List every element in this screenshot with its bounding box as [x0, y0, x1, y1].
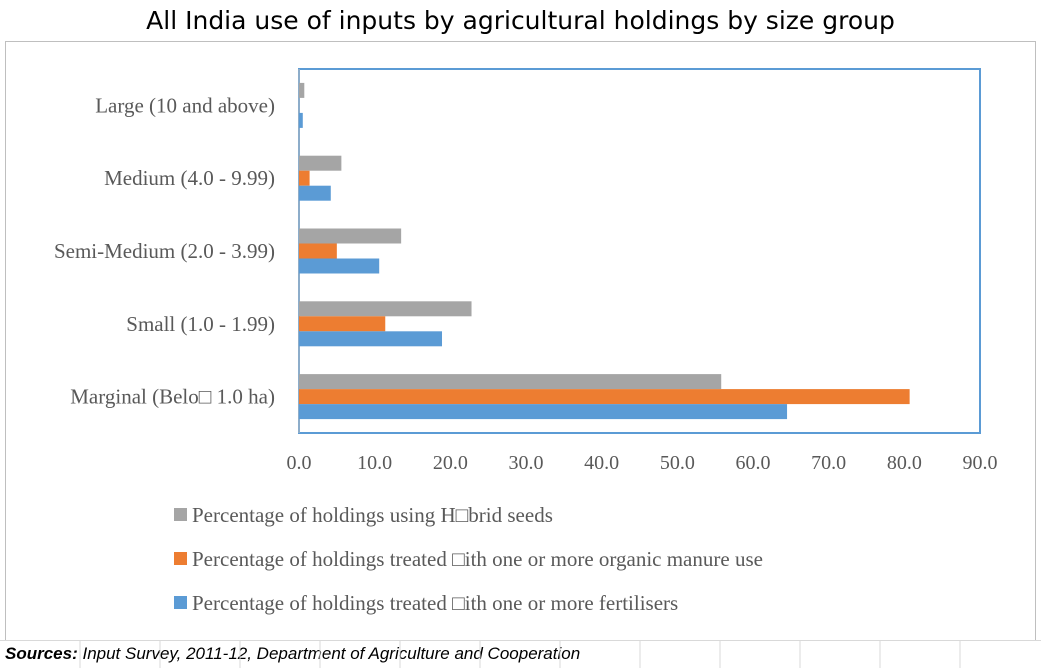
bar [299, 374, 722, 390]
bar [299, 228, 402, 244]
x-tick-label: 30.0 [509, 452, 544, 474]
x-tick-label: 80.0 [887, 452, 922, 474]
x-tick-label: 50.0 [660, 452, 695, 474]
legend-swatch [174, 508, 187, 521]
sources-label: Sources: [5, 644, 78, 663]
x-tick-label: 10.0 [357, 452, 392, 474]
x-tick-label: 90.0 [963, 452, 998, 474]
bar-chart: Large (10 and above) Medium (4.0 - 9.99) S… [54, 68, 998, 615]
bar [299, 404, 788, 420]
category-label: Marginal (Belo□ 1.0 ha) [70, 385, 275, 409]
bar [299, 258, 380, 274]
legend-swatch [174, 596, 187, 609]
x-tick-label: 70.0 [811, 452, 846, 474]
legend-swatch [174, 552, 187, 565]
bar [299, 389, 910, 405]
sources-gridlines [0, 640, 1041, 668]
category-label: Medium (4.0 - 9.99) [104, 166, 275, 190]
x-tick-label: 0.0 [287, 452, 312, 474]
legend-label: Percentage of holdings treated □ith one … [192, 547, 763, 571]
legend-label: Percentage of holdings treated □ith one … [192, 591, 678, 615]
chart-title: All India use of inputs by agricultural … [146, 6, 895, 35]
category-label: Small (1.0 - 1.99) [126, 312, 275, 336]
bar [299, 82, 305, 98]
x-tick-label: 20.0 [433, 452, 468, 474]
x-tick-label: 40.0 [584, 452, 619, 474]
bar [299, 243, 337, 259]
x-tick-label: 60.0 [736, 452, 771, 474]
bar [299, 301, 472, 317]
category-label: Large (10 and above) [95, 93, 275, 117]
sources-note: Sources: Input Survey, 2011-12, Departme… [5, 644, 580, 664]
sources-text: Input Survey, 2011-12, Department of Agr… [77, 644, 581, 663]
bar [299, 331, 443, 347]
bar [299, 185, 331, 201]
legend-label: Percentage of holdings using H□brid seed… [192, 503, 553, 527]
category-label: Semi-Medium (2.0 - 3.99) [54, 239, 275, 263]
bar [299, 155, 342, 171]
bar [299, 170, 310, 186]
bar [299, 112, 303, 128]
bar [299, 316, 386, 332]
